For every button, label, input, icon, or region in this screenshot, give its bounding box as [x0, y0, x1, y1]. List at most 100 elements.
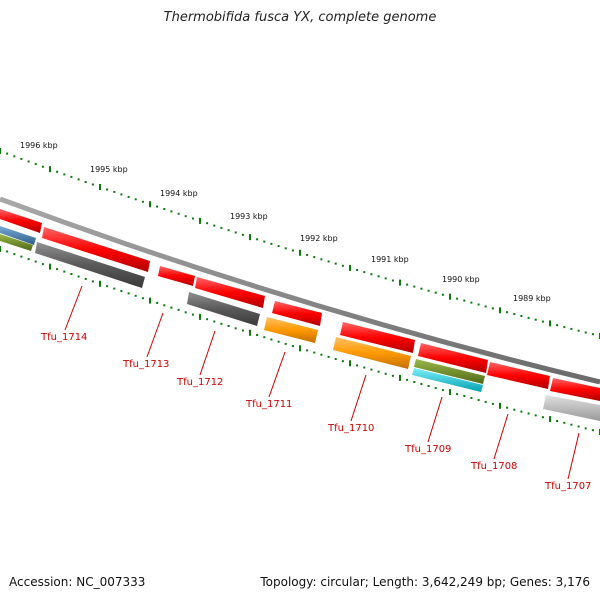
scale-tick-minor — [470, 301, 473, 304]
gene-block — [0, 226, 36, 245]
scale-tick-minor — [377, 370, 380, 373]
gene-block — [0, 234, 33, 251]
scale-tick-minor — [370, 273, 373, 276]
scale-tick-minor — [541, 416, 544, 419]
scale-tick-minor — [456, 297, 459, 300]
scale-tick-minor — [391, 279, 394, 282]
scale-tick-minor — [363, 366, 366, 369]
scale-label: 1995 kbp — [90, 165, 128, 174]
scale-tick-minor — [584, 331, 587, 334]
scale-tick-minor — [384, 372, 387, 375]
scale-tick-minor — [270, 338, 273, 341]
gene-block — [543, 395, 600, 421]
scale-tick-minor — [484, 305, 487, 308]
scale-tick-minor — [206, 222, 209, 225]
scale-tick-minor — [427, 385, 430, 387]
map-title: Thermobifida fusca YX, complete genome — [163, 10, 437, 25]
scale-label: 1992 kbp — [300, 234, 338, 243]
scale-tick-minor — [241, 233, 244, 236]
scale-tick-minor — [241, 329, 244, 332]
scale-tick-major — [399, 374, 401, 381]
scale-tick-minor — [170, 306, 173, 309]
scale-tick-minor — [291, 249, 294, 252]
gene-label: Tfu_1714 — [40, 332, 87, 343]
scale-tick-major — [499, 402, 501, 409]
scale-tick-minor — [384, 277, 387, 280]
scale-tick-major — [0, 148, 1, 154]
scale-tick-minor — [363, 271, 366, 274]
scale-tick-minor — [206, 318, 209, 321]
scale-tick-minor — [534, 318, 537, 321]
scale-tick-minor — [13, 155, 16, 158]
gene-block — [0, 209, 42, 233]
scale-tick-minor — [563, 326, 566, 329]
scale-tick-minor — [320, 353, 323, 356]
scale-tick-major — [449, 389, 451, 396]
scale-tick-major — [49, 166, 51, 173]
scale-tick-minor — [284, 247, 287, 250]
gene-block — [264, 317, 318, 343]
scale-tick-minor — [377, 275, 380, 278]
scale-tick-major — [99, 184, 101, 190]
scale-label: 1990 kbp — [442, 275, 480, 284]
scale-tick-major — [99, 280, 101, 287]
gene-track-forward — [0, 209, 600, 401]
scale-tick-minor — [170, 210, 173, 213]
gene-label: Tfu_1713 — [122, 359, 169, 370]
scale-tick-minor — [163, 304, 166, 307]
scale-tick-minor — [84, 181, 87, 183]
scale-tick-minor — [184, 215, 187, 218]
scale-tick-minor — [156, 205, 159, 208]
scale-tick-minor — [320, 258, 323, 261]
scale-tick-minor — [270, 242, 273, 245]
scale-tick-minor — [141, 297, 144, 300]
scale-tick-minor — [63, 270, 66, 273]
scale-tick-minor — [441, 293, 444, 296]
gene-label: Tfu_1709 — [404, 444, 451, 455]
scale-tick-minor — [184, 311, 187, 314]
scale-tick-minor — [127, 292, 130, 295]
scale-tick-minor — [263, 336, 266, 339]
scale-tick-major — [399, 279, 401, 286]
scale-tick-minor — [413, 285, 416, 288]
scale-tick-minor — [34, 163, 37, 166]
gene-block — [340, 322, 415, 353]
scale-tick-major — [249, 234, 251, 241]
scale-tick-minor — [27, 258, 30, 261]
scale-tick-major — [299, 249, 301, 256]
scale-tick-minor — [234, 231, 237, 234]
scale-tick-minor — [427, 289, 430, 292]
scale-tick-minor — [491, 402, 494, 405]
scale-label: 1994 kbp — [160, 189, 198, 198]
scale-tick-major — [149, 297, 151, 304]
scale-tick-minor — [584, 427, 587, 430]
scale-tick-minor — [477, 303, 480, 306]
scale-tick-minor — [420, 383, 423, 385]
scale-tick-minor — [220, 226, 223, 229]
scale-tick-minor — [91, 183, 94, 186]
scale-tick-major — [349, 264, 351, 271]
gene-block — [272, 301, 322, 326]
scale-tick-minor — [334, 358, 337, 360]
scale-tick-major — [349, 360, 351, 367]
scale-tick-minor — [70, 175, 73, 178]
scale-tick-minor — [463, 299, 466, 302]
scale-tick-minor — [556, 420, 559, 422]
scale-tick-minor — [177, 212, 180, 215]
scale-tick-minor — [591, 429, 594, 432]
scale-tick-minor — [277, 245, 280, 248]
scale-tick-minor — [513, 408, 516, 411]
scale-tick-minor — [456, 393, 459, 396]
scale-tick-major — [249, 329, 251, 336]
scale-tick-minor — [327, 355, 330, 358]
gene-labels: Tfu_1714 Tfu_1713 Tfu_1712 Tfu_1711 Tfu_… — [40, 332, 591, 492]
scale-tick-minor — [191, 217, 194, 220]
accession-text: Accession: NC_007333 — [9, 575, 146, 589]
scale-tick-minor — [463, 395, 466, 397]
scale-label: 1989 kbp — [513, 294, 551, 303]
scale-tick-minor — [341, 264, 344, 267]
scale-tick-minor — [134, 198, 137, 201]
gene-block — [550, 378, 600, 401]
gene-block — [487, 362, 550, 389]
